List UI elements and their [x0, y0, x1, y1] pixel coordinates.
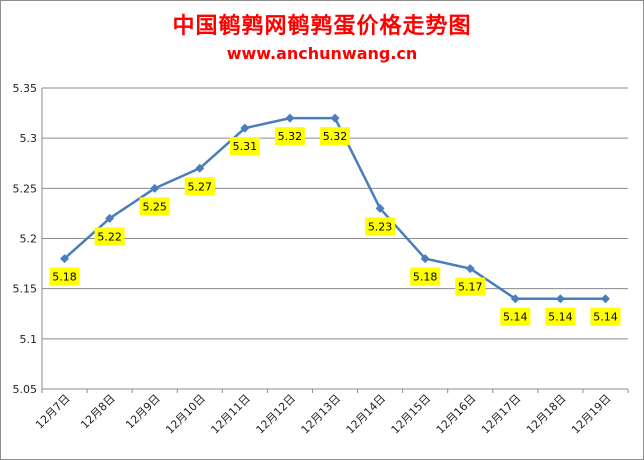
data-point — [555, 294, 565, 304]
data-label: 5.27 — [188, 180, 213, 193]
x-tick-label: 12月9日 — [123, 392, 163, 432]
y-tick-label: 5.05 — [13, 383, 38, 396]
x-tick-label: 12月10日 — [163, 392, 208, 437]
y-tick-label: 5.35 — [13, 82, 38, 95]
data-label: 5.18 — [52, 271, 77, 284]
chart-title: 中国鹌鹑网鹌鹑蛋价格走势图 — [172, 13, 472, 39]
data-label: 5.22 — [97, 230, 122, 243]
y-tick-label: 5.3 — [20, 132, 38, 145]
data-label-bg — [184, 177, 215, 196]
data-label: 5.18 — [413, 271, 438, 284]
data-point — [465, 264, 475, 274]
x-tick-label: 12月18日 — [524, 392, 569, 437]
data-label-bg — [545, 307, 576, 326]
data-label: 5.25 — [142, 200, 167, 213]
data-label-bg — [229, 137, 260, 156]
x-tick-label: 12月19日 — [569, 392, 614, 437]
data-point — [510, 294, 520, 304]
data-label: 5.17 — [458, 281, 483, 294]
data-label-bg — [365, 217, 396, 236]
data-label-bg — [500, 307, 531, 326]
data-label: 5.14 — [503, 311, 528, 324]
data-label: 5.32 — [323, 130, 348, 143]
data-label-bg — [320, 127, 350, 146]
data-label-bg — [139, 197, 170, 216]
x-tick-label: 12月13日 — [299, 392, 344, 437]
data-point — [195, 163, 205, 173]
data-label-bg — [49, 267, 80, 286]
data-label-bg — [410, 267, 441, 286]
data-point — [285, 113, 295, 123]
y-tick-label: 5.1 — [20, 333, 38, 346]
data-point — [600, 294, 610, 304]
data-label: 5.32 — [278, 130, 303, 143]
y-tick-label: 5.25 — [13, 182, 38, 195]
data-point — [375, 203, 385, 213]
x-tick-label: 12月16日 — [434, 392, 479, 437]
data-label: 5.31 — [233, 140, 258, 153]
x-tick-label: 12月15日 — [389, 392, 434, 437]
data-label-bg — [94, 227, 125, 246]
data-label-bg — [455, 277, 486, 296]
data-label: 5.14 — [593, 311, 618, 324]
data-point — [150, 183, 160, 193]
x-tick-label: 12月14日 — [344, 392, 389, 437]
x-tick-label: 12月12日 — [253, 392, 298, 437]
data-label-bg — [274, 127, 305, 146]
x-tick-label: 12月11日 — [208, 392, 253, 437]
y-tick-label: 5.2 — [20, 233, 38, 246]
y-tick-label: 5.15 — [13, 283, 38, 296]
data-point — [105, 213, 115, 223]
data-label: 5.23 — [368, 220, 393, 233]
data-point — [240, 123, 250, 133]
chart-subtitle: www.anchunwang.cn — [226, 44, 418, 63]
data-label: 5.14 — [548, 311, 573, 324]
data-label-bg — [590, 307, 621, 326]
data-point — [330, 113, 340, 123]
data-point — [60, 254, 70, 264]
x-tick-label: 12月17日 — [479, 392, 524, 437]
data-point — [420, 254, 430, 264]
x-tick-label: 12月8日 — [78, 392, 118, 432]
x-tick-label: 12月7日 — [33, 392, 73, 432]
